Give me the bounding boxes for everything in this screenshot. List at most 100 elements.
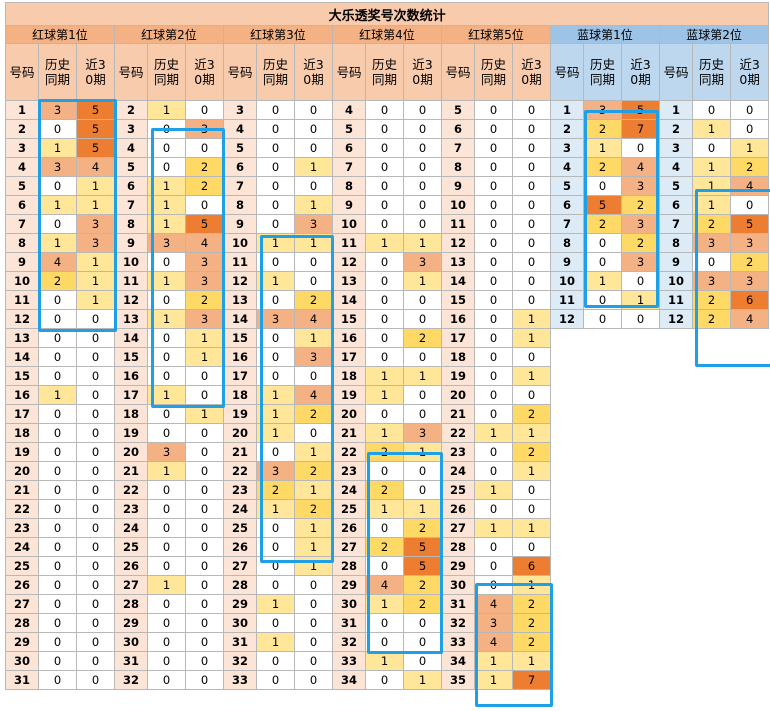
recent30-count-cell: 0 <box>294 632 333 652</box>
ball-number-cell: 8 <box>441 157 475 177</box>
history-count-cell: 1 <box>147 195 186 215</box>
recent30-count-cell: 0 <box>76 613 115 633</box>
history-count-cell: 0 <box>692 100 731 120</box>
ball-number-cell: 24 <box>5 537 39 557</box>
recent30-count-cell: 0 <box>76 442 115 462</box>
empty-cell <box>692 423 731 443</box>
history-count-cell: 0 <box>147 347 186 367</box>
ball-number-cell: 10 <box>550 271 584 291</box>
history-count-cell: 0 <box>147 556 186 576</box>
empty-cell <box>621 328 660 348</box>
history-count-cell: 0 <box>365 347 404 367</box>
ball-number-cell: 21 <box>441 404 475 424</box>
ball-number-cell: 23 <box>332 461 366 481</box>
ball-number-cell: 11 <box>332 233 366 253</box>
history-count-cell: 0 <box>365 404 404 424</box>
recent30-count-cell: 0 <box>185 442 224 462</box>
ball-number-cell: 21 <box>223 442 257 462</box>
recent30-count-cell: 0 <box>729 100 770 120</box>
recent30-count-cell: 0 <box>512 385 551 405</box>
ball-number-cell: 3 <box>659 138 693 158</box>
ball-number-cell: 26 <box>223 537 257 557</box>
empty-cell <box>550 480 584 500</box>
recent30-count-cell: 0 <box>512 100 551 120</box>
history-count-cell: 1 <box>256 271 295 291</box>
stats-sheet: 大乐透奖号次数统计 红球第1位 红球第2位 红球第3位 红球第4位 红球第5位 蓝球第1位… <box>4 2 770 707</box>
empty-cell <box>659 651 693 671</box>
history-count-cell: 2 <box>583 119 622 139</box>
empty-cell <box>730 499 769 519</box>
empty-cell <box>692 537 731 557</box>
ball-number-cell: 27 <box>332 537 366 557</box>
recent30-count-cell: 3 <box>621 252 660 272</box>
history-count-cell: 1 <box>474 480 513 500</box>
table-row: 9 4 1 10 0 3 11 0 0 12 0 3 13 0 0 9 0 3 9 0 2 <box>5 252 770 272</box>
ball-number-cell: 6 <box>114 176 148 196</box>
table-row: 20 0 0 21 1 0 22 3 2 23 0 0 24 0 1 <box>5 461 769 481</box>
empty-cell <box>621 480 660 500</box>
recent30-count-cell: 1 <box>512 309 551 329</box>
history-count-cell: 1 <box>474 423 513 443</box>
ball-number-cell: 18 <box>114 404 148 424</box>
recent30-count-cell: 0 <box>294 366 333 386</box>
history-count-cell: 0 <box>692 138 731 158</box>
history-count-cell: 0 <box>365 613 404 633</box>
ball-number-cell: 8 <box>114 214 148 234</box>
empty-cell <box>550 537 584 557</box>
empty-cell <box>550 518 584 538</box>
ball-number-cell: 14 <box>332 290 366 310</box>
history-count-cell: 3 <box>147 233 186 253</box>
ball-number-cell: 17 <box>223 366 257 386</box>
ball-number-cell: 10 <box>114 252 148 272</box>
history-count-cell: 0 <box>474 556 513 576</box>
empty-cell <box>621 442 660 462</box>
history-count-cell: 0 <box>38 404 77 424</box>
history-count-cell: 3 <box>256 461 295 481</box>
ball-number-cell: 31 <box>114 651 148 671</box>
empty-cell <box>583 670 622 690</box>
recent30-count-cell: 1 <box>403 271 442 291</box>
empty-cell <box>621 404 660 424</box>
ball-number-cell: 6 <box>223 157 257 177</box>
history-count-cell: 0 <box>256 347 295 367</box>
ball-number-cell: 35 <box>441 670 475 690</box>
empty-cell <box>583 556 622 576</box>
ball-number-cell: 30 <box>5 651 39 671</box>
history-count-cell: 3 <box>583 100 622 120</box>
history-count-cell: 0 <box>147 613 186 633</box>
recent30-count-cell: 3 <box>729 233 770 253</box>
recent30-count-cell: 2 <box>294 404 333 424</box>
ball-number-cell: 29 <box>223 594 257 614</box>
table-row: 6 1 1 7 1 0 8 0 1 9 0 0 10 0 0 6 5 2 6 1 0 <box>5 195 770 215</box>
ball-number-cell: 23 <box>441 442 475 462</box>
recent30-count-cell: 0 <box>185 632 224 652</box>
history-count-cell: 0 <box>147 499 186 519</box>
recent30-count-cell: 0 <box>76 651 115 671</box>
recent30-count-cell: 0 <box>185 499 224 519</box>
history-count-cell: 1 <box>147 100 186 120</box>
empty-cell <box>659 499 693 519</box>
recent30-count-cell: 0 <box>185 138 224 158</box>
empty-cell <box>692 404 731 424</box>
recent30-count-cell: 0 <box>294 271 333 291</box>
recent30-count-cell: 0 <box>621 138 660 158</box>
recent30-count-cell: 2 <box>185 157 224 177</box>
empty-cell <box>583 328 622 348</box>
empty-cell <box>583 385 622 405</box>
recent30-count-cell: 0 <box>76 632 115 652</box>
recent30-count-cell: 0 <box>729 119 770 139</box>
recent30-count-cell: 0 <box>512 290 551 310</box>
recent30-count-cell: 0 <box>294 176 333 196</box>
group-header-5: 红球第5位 <box>441 25 551 44</box>
recent30-count-cell: 2 <box>512 404 551 424</box>
ball-number-cell: 2 <box>5 119 39 139</box>
history-count-cell: 0 <box>38 309 77 329</box>
ball-number-cell: 4 <box>5 157 39 177</box>
table-row: 10 2 1 11 1 3 12 1 0 13 0 1 14 0 0 10 1 0 10 3 3 <box>5 271 770 291</box>
empty-cell <box>621 670 660 690</box>
empty-cell <box>692 556 731 576</box>
empty-cell <box>583 575 622 595</box>
group-header-3: 红球第3位 <box>223 25 333 44</box>
history-count-cell: 2 <box>692 309 731 329</box>
empty-cell <box>621 385 660 405</box>
